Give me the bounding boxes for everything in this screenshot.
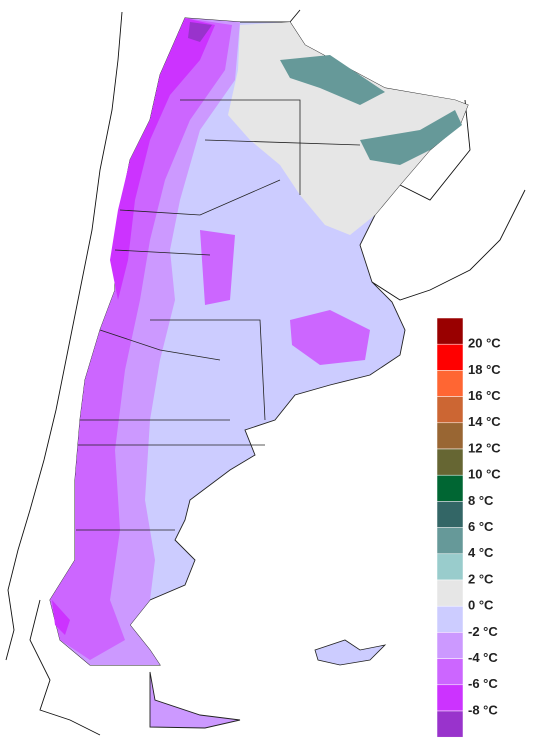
zone-0 [228, 22, 468, 235]
legend-label: 4 °C [468, 545, 494, 560]
chile-coast [5, 11, 123, 736]
falklands [314, 639, 387, 666]
zone-darkest [188, 22, 212, 42]
legend-swatch [436, 501, 464, 528]
legend-label: 0 °C [468, 598, 494, 613]
neighbor-borders [289, 9, 526, 301]
province-borders [76, 99, 361, 531]
legend-label: 18 °C [468, 362, 501, 377]
legend-label: -2 °C [468, 624, 498, 639]
tierra-del-fuego [149, 671, 241, 729]
legend-swatch [436, 605, 464, 633]
legend-label: 12 °C [468, 440, 501, 455]
legend-swatch [436, 317, 464, 345]
legend-swatch [436, 684, 464, 712]
legend-label: 6 °C [468, 519, 494, 534]
legend-label: 2 °C [468, 571, 494, 586]
legend-label: 8 °C [468, 493, 494, 508]
legend-label: 14 °C [468, 414, 501, 429]
legend-swatch [436, 448, 464, 476]
legend-swatch [436, 710, 464, 738]
legend-swatch [436, 527, 464, 555]
legend-label: 10 °C [468, 467, 501, 482]
legend-label: 16 °C [468, 388, 501, 403]
zone-2-4 [280, 55, 462, 165]
map-layer [5, 9, 526, 736]
legend-swatch [436, 632, 464, 659]
legend: 20 °C 18 °C 16 °C 14 °C 12 °C 10 °C 8 °C 6 °C 4 … [436, 317, 501, 738]
legend-label: -8 °C [468, 702, 498, 717]
legend-label: 20 °C [468, 336, 501, 351]
legend-swatch [436, 370, 464, 397]
legend-swatch [436, 658, 464, 686]
legend-swatch [436, 579, 464, 607]
legend-swatch [436, 343, 464, 371]
legend-swatch [436, 553, 464, 581]
legend-swatch [436, 396, 464, 424]
legend-label: -4 °C [468, 650, 498, 665]
legend-swatch [436, 474, 464, 502]
legend-label: -6 °C [468, 676, 498, 691]
legend-swatch [436, 422, 464, 450]
